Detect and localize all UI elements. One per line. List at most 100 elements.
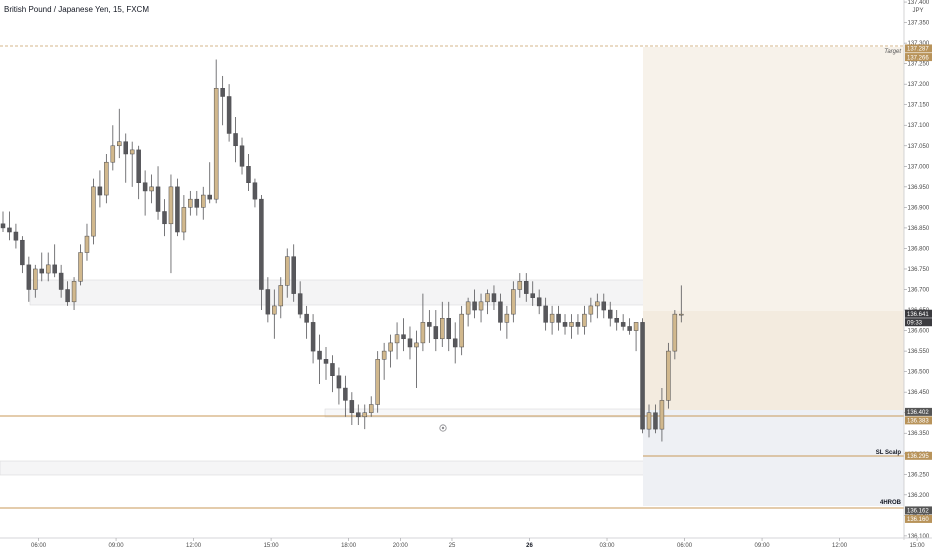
candle-24[interactable]: [155, 166, 161, 220]
candle-17[interactable]: [110, 125, 116, 171]
candle-39[interactable]: [252, 178, 258, 208]
candle-0[interactable]: [0, 211, 6, 233]
candle-58[interactable]: [375, 351, 380, 413]
candle-36[interactable]: [233, 117, 238, 163]
candle-93[interactable]: [601, 293, 607, 319]
candle-76[interactable]: [491, 285, 497, 311]
candle-81[interactable]: [524, 273, 529, 302]
candle-30[interactable]: [194, 190, 200, 216]
candle-91[interactable]: [588, 297, 594, 323]
candle-7[interactable]: [45, 252, 51, 282]
candle-59[interactable]: [381, 342, 387, 380]
candle-92[interactable]: [595, 293, 600, 319]
candle-97[interactable]: [627, 318, 632, 335]
candle-103[interactable]: [666, 342, 671, 409]
candle-46[interactable]: [297, 281, 303, 319]
candle-53[interactable]: [343, 375, 348, 417]
candle-29[interactable]: [188, 190, 193, 216]
candle-86[interactable]: [556, 305, 561, 331]
candle-12[interactable]: [78, 244, 83, 286]
candle-10[interactable]: [65, 281, 70, 306]
candle-90[interactable]: [582, 305, 587, 335]
candle-83[interactable]: [536, 289, 542, 315]
candle-88[interactable]: [569, 314, 574, 339]
candle-43[interactable]: [278, 277, 284, 319]
candle-20[interactable]: [129, 141, 135, 187]
candle-5[interactable]: [33, 264, 38, 298]
candle-16[interactable]: [104, 153, 109, 204]
candle-48[interactable]: [310, 314, 316, 364]
candle-8[interactable]: [52, 244, 57, 278]
candle-52[interactable]: [336, 367, 342, 405]
candle-21[interactable]: [136, 145, 141, 200]
candle-4[interactable]: [26, 256, 32, 302]
candle-94[interactable]: [607, 301, 613, 327]
candle-6[interactable]: [39, 252, 45, 282]
candle-11[interactable]: [71, 277, 77, 311]
candle-74[interactable]: [478, 293, 484, 323]
candle-45[interactable]: [291, 244, 296, 302]
candle-71[interactable]: [459, 305, 464, 356]
candle-87[interactable]: [562, 314, 568, 335]
candle-72[interactable]: [465, 297, 471, 327]
candle-84[interactable]: [543, 297, 548, 331]
candle-51[interactable]: [330, 355, 335, 393]
candle-100[interactable]: [646, 404, 652, 438]
candle-41[interactable]: [265, 277, 271, 323]
candle-102[interactable]: [659, 388, 665, 442]
candle-104[interactable]: [672, 310, 678, 360]
candle-35[interactable]: [226, 84, 232, 142]
candle-77[interactable]: [498, 293, 503, 331]
candle-54[interactable]: [349, 392, 355, 426]
candle-61[interactable]: [394, 322, 400, 360]
candle-49[interactable]: [317, 334, 322, 384]
candle-28[interactable]: [181, 195, 187, 241]
candle-95[interactable]: [614, 310, 619, 331]
candle-9[interactable]: [58, 264, 64, 298]
candle-15[interactable]: [97, 170, 103, 208]
candle-66[interactable]: [427, 310, 432, 343]
price-axis[interactable]: [904, 0, 932, 540]
candle-27[interactable]: [175, 178, 180, 237]
candle-1[interactable]: [7, 211, 12, 241]
candle-68[interactable]: [440, 301, 445, 347]
candle-44[interactable]: [284, 248, 290, 298]
candle-69[interactable]: [446, 301, 451, 352]
candle-23[interactable]: [149, 174, 154, 204]
candle-96[interactable]: [620, 314, 626, 331]
candle-101[interactable]: [653, 404, 658, 434]
bell-marker-icon[interactable]: [439, 424, 447, 432]
candle-73[interactable]: [472, 289, 477, 319]
candle-33[interactable]: [213, 59, 219, 204]
candle-38[interactable]: [246, 153, 251, 191]
candle-70[interactable]: [452, 322, 458, 364]
candle-82[interactable]: [530, 281, 535, 306]
candle-55[interactable]: [356, 404, 361, 426]
candle-40[interactable]: [259, 195, 264, 311]
candle-98[interactable]: [633, 322, 639, 352]
candle-79[interactable]: [511, 281, 516, 323]
candle-42[interactable]: [272, 289, 277, 339]
candle-60[interactable]: [388, 334, 393, 368]
candle-2[interactable]: [13, 223, 19, 249]
candle-78[interactable]: [504, 305, 510, 339]
candle-14[interactable]: [91, 178, 96, 245]
candle-57[interactable]: [368, 396, 374, 417]
candle-13[interactable]: [84, 223, 90, 261]
candle-63[interactable]: [407, 326, 413, 360]
candle-105[interactable]: [679, 285, 684, 323]
candle-67[interactable]: [433, 310, 439, 352]
candle-19[interactable]: [123, 133, 128, 183]
candle-34[interactable]: [220, 75, 225, 126]
candle-18[interactable]: [117, 108, 122, 159]
candle-56[interactable]: [362, 404, 368, 430]
candle-32[interactable]: [207, 162, 212, 204]
candle-64[interactable]: [414, 330, 419, 389]
candle-37[interactable]: [239, 137, 245, 175]
candle-50[interactable]: [323, 346, 329, 380]
candle-22[interactable]: [142, 170, 148, 216]
candle-89[interactable]: [575, 314, 581, 335]
candle-25[interactable]: [162, 199, 167, 237]
candle-99[interactable]: [640, 318, 645, 434]
